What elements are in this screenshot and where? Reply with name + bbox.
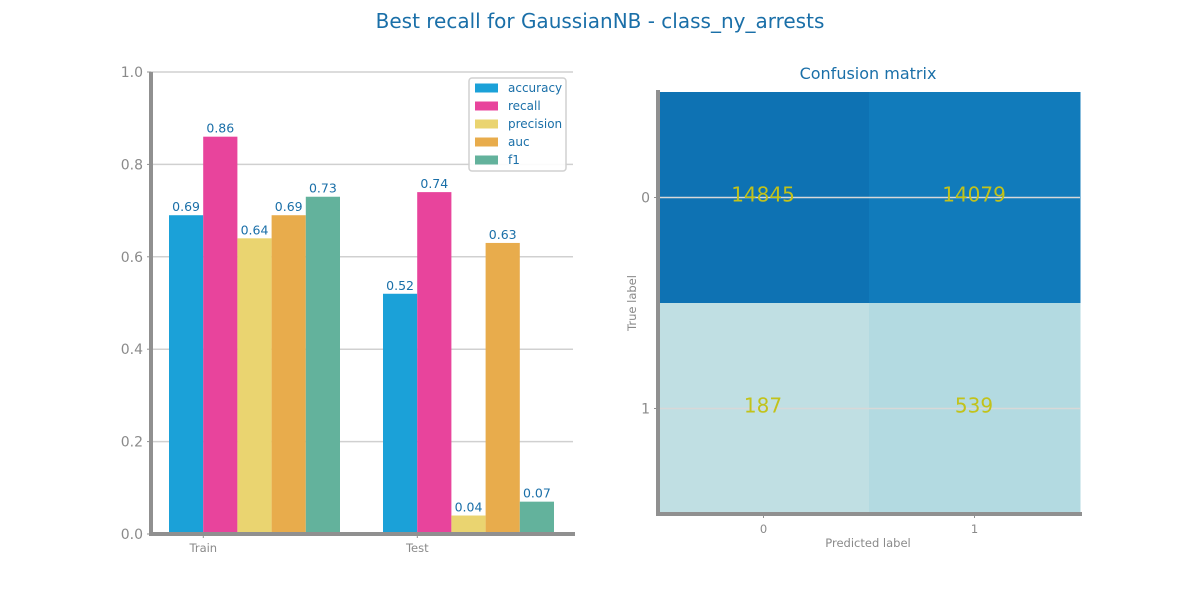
legend-label-precision: precision <box>508 117 562 131</box>
bar-accuracy-train <box>169 215 204 534</box>
y-axis-ticks: 0.0 0.2 0.4 0.6 0.8 1.0 <box>121 65 151 543</box>
bar-f1-train <box>305 196 340 535</box>
matrix-value-0-1: 14079 <box>942 183 1006 207</box>
figure-title: Best recall for GaussianNB - class_ny_ar… <box>376 9 825 33</box>
bar-value-label: 0.64 <box>241 222 269 237</box>
legend-swatch-f1 <box>475 155 498 165</box>
matrix-value-1-1: 539 <box>955 394 993 418</box>
confusion-matrix: Confusion matrix 14845 14079 187 539 0 1 0 1 P… <box>625 64 1082 550</box>
x-tick-label: 1 <box>971 522 978 536</box>
legend-swatch-auc <box>475 137 498 147</box>
bar-recall-test <box>417 192 452 534</box>
matrix-ticks: 0 1 0 1 <box>641 191 978 537</box>
y-tick-label: 0.2 <box>121 435 143 451</box>
metrics-bar-chart: 0.00.20.40.60.81.0 0.690.520.860.740.640… <box>121 65 575 555</box>
bar-value-label: 0.74 <box>420 176 448 191</box>
legend-label-auc: auc <box>508 135 530 149</box>
legend-label-accuracy: accuracy <box>508 81 562 95</box>
y-tick-label: 1.0 <box>121 65 143 81</box>
legend-swatch-precision <box>475 119 498 129</box>
y-axis-label: True label <box>625 275 639 332</box>
y-tick-label: 0.6 <box>121 250 143 266</box>
legend-swatch-accuracy <box>475 83 498 93</box>
y-tick-label: 0 <box>641 191 650 207</box>
legend-swatch-recall <box>475 101 498 111</box>
bar-value-label: 0.52 <box>386 278 414 293</box>
y-tick-label: 0.4 <box>121 342 143 358</box>
bar-value-labels: 0.69 0.52 0.86 0.74 0.64 0.04 0.69 0.63 0.73 0.07 <box>172 121 551 515</box>
matrix-value-0-0: 14845 <box>731 183 795 207</box>
bar-value-label: 0.07 <box>523 486 551 501</box>
bar-recall-train <box>203 136 238 534</box>
x-tick-label: 0 <box>760 522 767 536</box>
legend: accuracy recall precision auc f1 <box>468 77 567 172</box>
bar-accuracy-test <box>383 293 418 534</box>
bar-value-label: 0.86 <box>206 121 234 136</box>
legend-label-recall: recall <box>508 99 541 113</box>
y-tick-label: 0.8 <box>121 157 143 173</box>
matrix-cells <box>658 92 1081 515</box>
x-axis-ticks: Train Test <box>189 534 429 555</box>
matrix-values: 14845 14079 187 539 <box>731 183 1006 418</box>
bars <box>169 136 554 535</box>
x-tick-label: Train <box>189 541 218 555</box>
bar-f1-test <box>519 501 554 534</box>
bar-auc-train <box>271 215 306 534</box>
legend-label-f1: f1 <box>508 153 520 167</box>
bar-precision-train <box>237 238 272 534</box>
y-tick-label: 0.0 <box>121 527 143 543</box>
bar-value-label: 0.69 <box>275 199 303 214</box>
bar-value-label: 0.04 <box>455 500 483 515</box>
y-tick-label: 1 <box>641 402 650 418</box>
matrix-grid-lines <box>658 196 1080 410</box>
bar-precision-test <box>451 515 486 534</box>
bar-value-label: 0.69 <box>172 199 200 214</box>
bar-value-label: 0.63 <box>489 227 517 242</box>
x-axis-label: Predicted label <box>825 536 910 550</box>
matrix-value-1-0: 187 <box>744 394 782 418</box>
bar-auc-test <box>485 242 520 534</box>
confusion-matrix-title: Confusion matrix <box>800 64 937 83</box>
x-tick-label: Test <box>405 541 429 555</box>
legend-box <box>468 77 567 172</box>
bar-value-label: 0.73 <box>309 181 337 196</box>
